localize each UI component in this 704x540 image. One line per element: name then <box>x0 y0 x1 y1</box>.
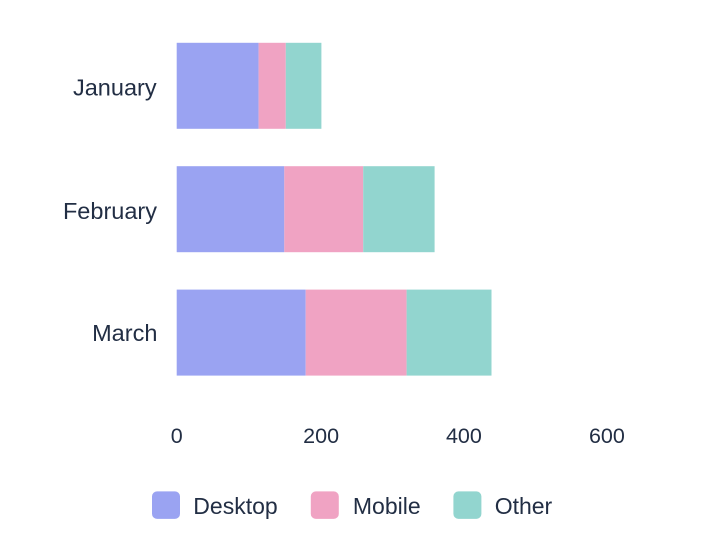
svg-text:200: 200 <box>303 424 339 448</box>
svg-text:March: March <box>92 320 157 346</box>
svg-text:January: January <box>73 75 157 101</box>
svg-text:February: February <box>63 198 157 224</box>
svg-text:600: 600 <box>589 424 625 448</box>
svg-text:Desktop: Desktop <box>193 493 277 519</box>
svg-text:Mobile: Mobile <box>353 493 421 519</box>
svg-text:Other: Other <box>495 493 553 519</box>
svg-text:0: 0 <box>171 424 183 448</box>
svg-text:400: 400 <box>446 424 482 448</box>
